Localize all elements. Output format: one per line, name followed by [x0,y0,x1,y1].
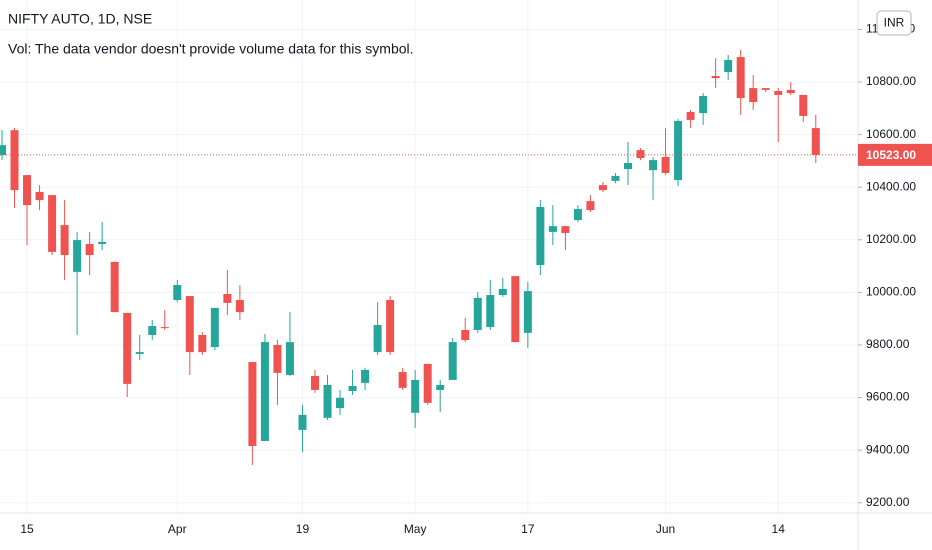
candle-body [711,75,720,79]
candle-body [736,57,745,99]
candle-body [73,240,82,272]
candle-body [774,90,783,95]
candle-body [373,324,382,353]
candle-body [210,307,219,348]
y-tick-label: 9800.00 [866,337,910,351]
candle-body [548,226,557,232]
currency-badge[interactable] [876,10,912,36]
grid [0,0,858,513]
currency-label: INR [884,16,905,30]
candle-body [786,89,795,94]
plot-area [0,49,858,465]
candle-body [598,185,607,191]
candle-body [223,293,232,303]
x-tick-label: 15 [20,522,34,536]
candle-body [35,191,44,201]
candle-body [273,344,282,373]
candle-body [724,59,733,73]
candle-body [699,95,708,114]
candle-body [811,128,820,155]
candle-body [423,363,432,403]
y-tick-label: 10600.00 [866,127,916,141]
chart-subtitle: Vol: The data vendor doesn't provide vol… [8,41,414,57]
x-tick-label: 17 [521,522,535,536]
candle-body [235,300,244,313]
candle-body [48,195,57,252]
candle-body [260,342,269,441]
chart-title: NIFTY AUTO, 1D, NSE [8,11,152,27]
candle-body [110,261,119,313]
y-tick-label: 9400.00 [866,442,910,456]
candle-body [411,379,420,413]
candle-body [123,312,132,384]
candle-body [10,130,19,191]
candle-body [361,369,370,383]
candle-body [298,414,307,430]
candle-body [0,145,6,156]
candle-body [473,297,482,330]
candle-body [185,296,194,353]
candle-body [661,156,670,174]
candle-body [173,285,182,301]
y-tick-label: 10400.00 [866,179,916,193]
candle-body [611,175,620,181]
candle-body [148,326,157,335]
candle-body [498,288,507,296]
y-tick-label: 10800.00 [866,74,916,88]
candle-body [523,291,532,333]
candle-body [85,244,94,256]
candle-body [536,206,545,266]
candle-body [436,384,445,390]
y-tick-label: 10200.00 [866,232,916,246]
candle-body [799,94,808,116]
candle-body [636,150,645,159]
x-tick-label: 14 [772,522,786,536]
candle-body [386,300,395,353]
candle-body [761,88,770,90]
last-price-box [858,143,932,166]
candle-body [60,225,69,256]
candle-body [749,88,758,103]
x-tick-label: May [404,522,427,536]
candle-body [323,384,332,418]
y-tick-label: 9200.00 [866,495,910,509]
y-tick-label: 9600.00 [866,390,910,404]
candle-body [311,376,319,390]
candle-body [336,397,345,409]
candle-body [398,372,407,388]
candle-body [135,352,144,354]
candle-body [198,334,207,353]
candle-body [23,175,32,206]
candle-body [348,385,357,391]
candle-body [573,209,582,221]
candle-body [511,276,520,343]
x-tick-label: 19 [296,522,310,536]
candle-body [686,112,695,120]
x-tick-label: Apr [168,522,187,536]
axes: 9200.00 9400.00 9600.00 9800.00 10000.00 1020… [20,22,932,536]
candle-body [561,226,570,233]
candle-body [486,295,495,328]
candle-body [285,342,294,375]
candle-body [649,160,658,171]
candle-body [248,362,257,446]
last-price-label: 10523.00 [866,148,916,162]
candle-body [674,120,683,181]
candle-body [160,327,169,329]
candle-body [586,201,595,211]
candle-body [461,329,470,340]
candle-body [448,342,457,380]
x-tick-label: Jun [656,522,675,536]
y-tick-label: 10000.00 [866,285,916,299]
candle-body [624,163,632,170]
candle-body [98,241,107,245]
